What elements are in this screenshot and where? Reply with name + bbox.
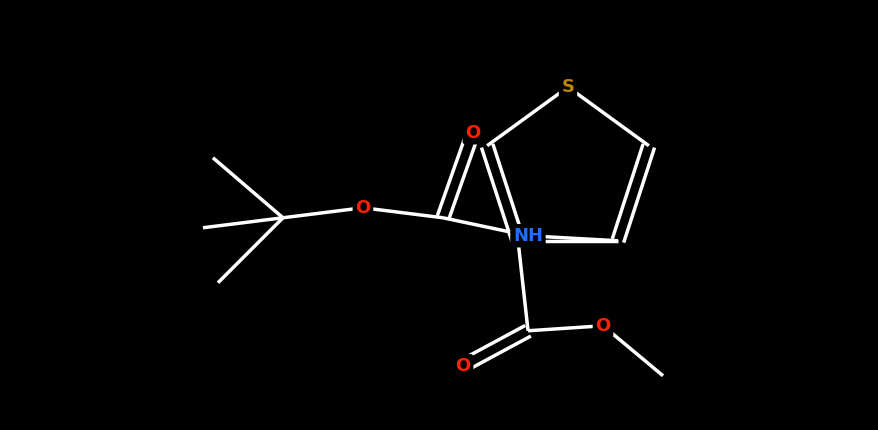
Text: O: O xyxy=(355,199,371,217)
Text: NH: NH xyxy=(513,227,543,245)
Text: O: O xyxy=(455,357,470,375)
Text: S: S xyxy=(561,78,574,96)
Text: O: O xyxy=(464,124,480,142)
Text: O: O xyxy=(594,317,610,335)
